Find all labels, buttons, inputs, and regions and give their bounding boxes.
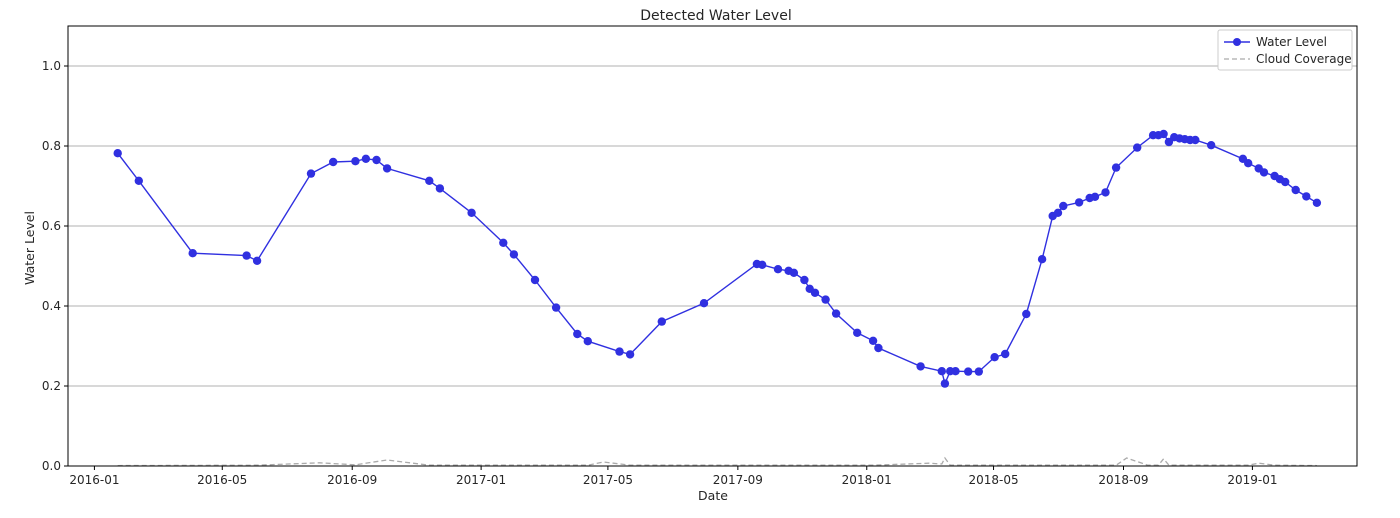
data-point-water-level	[382, 164, 392, 173]
data-point-water-level	[1302, 192, 1311, 201]
legend: Water Level Cloud Coverage	[1217, 29, 1353, 71]
x-tick-label: 2017-09	[713, 473, 763, 487]
data-point-water-level	[990, 353, 999, 362]
data-point-water-level	[1244, 159, 1253, 168]
plot-background	[68, 26, 1357, 466]
data-point-water-level	[573, 329, 582, 339]
x-tick-label: 2016-05	[197, 473, 247, 487]
data-point-water-level	[242, 251, 251, 260]
data-point-water-level	[974, 367, 983, 376]
data-point-water-level	[916, 362, 925, 371]
x-tick-label: 2016-01	[69, 473, 119, 487]
y-gridlines	[68, 65, 1357, 387]
data-point-water-level	[937, 367, 946, 376]
y-tick-label: 0.6	[42, 219, 61, 233]
data-point-water-level	[1159, 129, 1168, 139]
data-point-water-level	[551, 303, 561, 312]
data-point-water-level	[1037, 255, 1047, 264]
data-point-water-level	[615, 347, 624, 356]
data-point-water-level	[1259, 168, 1269, 177]
y-tick-label: 0.4	[42, 299, 61, 313]
data-point-water-level	[831, 309, 841, 318]
data-point-water-level	[699, 299, 709, 308]
y-axis-label: Water Level	[22, 211, 37, 285]
x-tick-label: 2018-05	[968, 473, 1018, 487]
data-point-water-level	[1090, 192, 1100, 201]
data-point-water-level	[329, 157, 338, 167]
y-tick-label: 0.8	[42, 139, 61, 153]
data-point-water-level	[789, 268, 799, 277]
data-point-water-level	[951, 367, 960, 376]
data-point-water-level	[1133, 143, 1142, 152]
legend-box	[1217, 29, 1353, 71]
x-tick-label: 2017-05	[583, 473, 633, 487]
data-point-water-level	[134, 176, 143, 185]
data-point-water-level	[1001, 349, 1010, 359]
x-tick-label: 2016-09	[327, 473, 377, 487]
data-point-water-level	[940, 379, 950, 388]
data-point-water-level	[1059, 201, 1068, 211]
legend-label-water-level: Water Level	[1256, 35, 1327, 49]
plot-area	[68, 26, 1357, 466]
data-point-water-level	[1191, 135, 1200, 145]
data-point-water-level	[188, 249, 197, 258]
x-tick-label: 2018-09	[1098, 473, 1148, 487]
data-point-water-level	[306, 169, 316, 178]
data-point-water-level	[1281, 177, 1290, 187]
data-point-water-level	[113, 149, 122, 158]
data-point-water-level	[964, 367, 973, 376]
x-axis-label: Date	[698, 488, 728, 503]
data-point-water-level	[435, 184, 445, 193]
data-point-water-level	[1074, 198, 1084, 207]
data-point-water-level	[252, 256, 262, 265]
data-point-water-level	[509, 250, 519, 259]
data-point-water-level	[758, 260, 767, 269]
y-tick-label: 0.0	[42, 459, 61, 473]
y-tick-label: 1.0	[42, 59, 61, 73]
data-point-water-level	[625, 350, 635, 359]
data-point-water-level	[1111, 163, 1121, 172]
x-axis: 2016-01 2016-05 2016-09 2017-01 2017-05 2017-…	[69, 466, 1277, 487]
legend-marker-water-level	[1233, 38, 1241, 46]
data-point-water-level	[530, 275, 540, 285]
x-tick-label: 2018-01	[842, 473, 892, 487]
x-tick-label: 2019-01	[1227, 473, 1277, 487]
x-tick-label: 2017-01	[456, 473, 506, 487]
y-tick-label: 0.2	[42, 379, 61, 393]
chart-title: Detected Water Level	[640, 8, 791, 24]
legend-label-cloud-coverage: Cloud Coverage	[1256, 52, 1352, 66]
data-point-water-level	[583, 337, 592, 346]
data-point-water-level	[425, 176, 434, 185]
data-point-water-level	[467, 208, 476, 217]
series-line-cloud-coverage	[117, 456, 1317, 467]
data-point-water-level	[1053, 208, 1063, 217]
plot-border	[67, 25, 1358, 467]
data-point-water-level	[1207, 141, 1216, 150]
data-point-water-level	[821, 295, 830, 304]
data-point-water-level	[1022, 309, 1031, 319]
data-point-water-level	[800, 275, 809, 285]
series-layer	[67, 25, 1358, 467]
data-point-water-level	[361, 154, 371, 163]
y-axis: 0.0 0.2 0.4 0.6 0.8 1.0	[42, 59, 68, 473]
data-point-water-level	[499, 238, 508, 247]
data-point-water-level	[853, 328, 862, 337]
data-point-water-level	[1312, 198, 1322, 207]
data-point-water-level	[773, 265, 783, 274]
data-point-water-level	[868, 336, 878, 345]
data-point-water-level	[372, 155, 381, 165]
data-point-water-level	[1101, 188, 1110, 197]
data-point-water-level	[351, 157, 360, 166]
data-point-water-level	[1291, 185, 1300, 195]
data-point-water-level	[874, 343, 883, 353]
data-point-water-level	[810, 288, 820, 297]
data-point-water-level	[657, 317, 666, 326]
